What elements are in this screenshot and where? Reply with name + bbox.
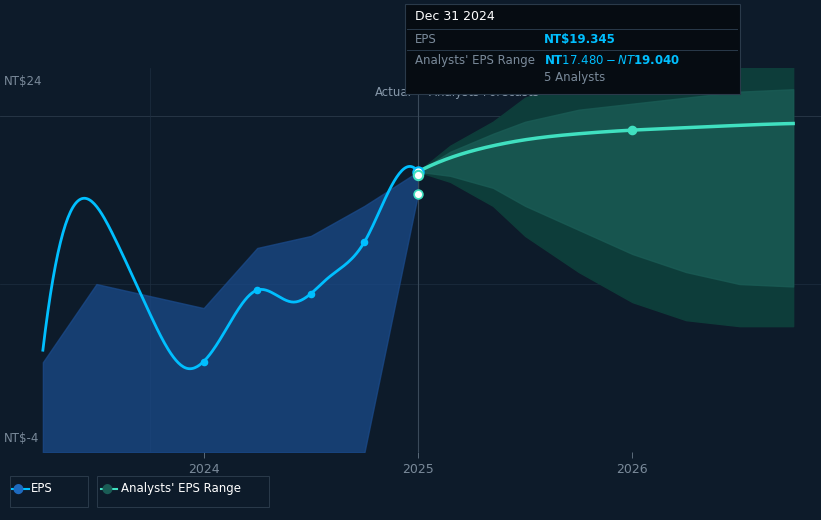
Text: NT$19.345: NT$19.345 [544, 33, 617, 46]
Point [250, 286, 264, 294]
Text: NT$17.480 - NT$19.040: NT$17.480 - NT$19.040 [544, 54, 681, 67]
Text: 5 Analysts: 5 Analysts [544, 71, 606, 84]
Text: ⬤: ⬤ [101, 484, 112, 494]
Point [411, 171, 424, 179]
Point [411, 190, 424, 198]
Point [626, 126, 639, 134]
Point [411, 167, 424, 176]
Text: Analysts Forecasts: Analysts Forecasts [429, 86, 539, 99]
Text: NT$24: NT$24 [4, 75, 43, 88]
Point [358, 238, 371, 246]
Text: NT$-4: NT$-4 [4, 432, 39, 445]
Text: EPS: EPS [31, 483, 53, 495]
Text: EPS: EPS [415, 33, 436, 46]
Point [197, 357, 210, 366]
Point [305, 290, 318, 298]
Text: Analysts' EPS Range: Analysts' EPS Range [121, 483, 241, 495]
Text: Dec 31 2024: Dec 31 2024 [415, 10, 494, 23]
Text: Analysts' EPS Range: Analysts' EPS Range [415, 54, 534, 67]
Text: ⬤: ⬤ [12, 484, 24, 494]
Text: Actual: Actual [374, 86, 411, 99]
